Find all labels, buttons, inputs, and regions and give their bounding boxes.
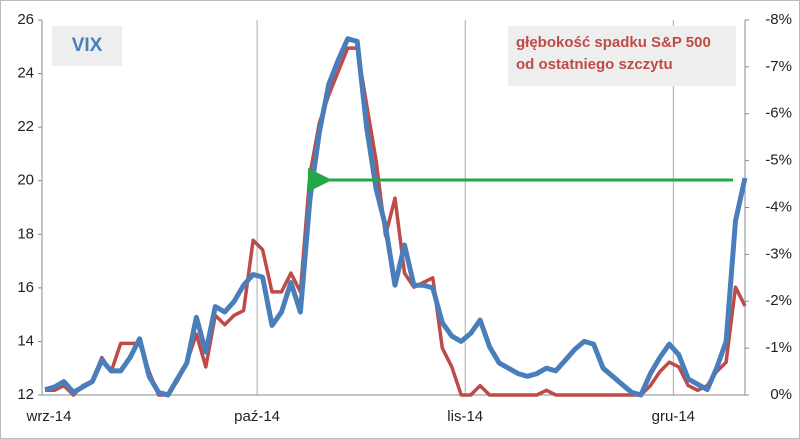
y2-tick-label: -6% [765, 105, 792, 122]
marks [44, 36, 748, 398]
y2-tick-label: -4% [765, 198, 792, 215]
x-tick-label: gru-14 [652, 408, 695, 425]
y2-tick-label: 0% [770, 386, 792, 403]
y2-tick-label: -1% [765, 339, 792, 356]
y-tick-label: 18 [17, 225, 34, 242]
x-tick-label: wrz-14 [25, 408, 71, 425]
y2-tick-label: -2% [765, 292, 792, 309]
y-tick-label: 16 [17, 279, 34, 296]
y2-tick-label: -5% [765, 152, 792, 169]
y2-tick-label: -7% [765, 58, 792, 75]
x-tick-label: paź-14 [234, 408, 280, 425]
y2-tick-label: -3% [765, 245, 792, 262]
y-tick-label: 26 [17, 11, 34, 28]
y-tick-label: 20 [17, 172, 34, 189]
y-tick-label: 12 [17, 386, 34, 403]
y2-tick-label: -8% [765, 11, 792, 28]
y-tick-label: 22 [17, 118, 34, 135]
series-line [44, 36, 748, 398]
series-line [45, 46, 747, 397]
legend-vix: VIX [52, 26, 122, 66]
x-tick-label: lis-14 [447, 408, 483, 425]
y-tick-label: 24 [17, 65, 34, 82]
y-tick-label: 14 [17, 332, 34, 349]
legend-sp500: głębokość spadku S&P 500 od ostatniego s… [508, 26, 736, 86]
